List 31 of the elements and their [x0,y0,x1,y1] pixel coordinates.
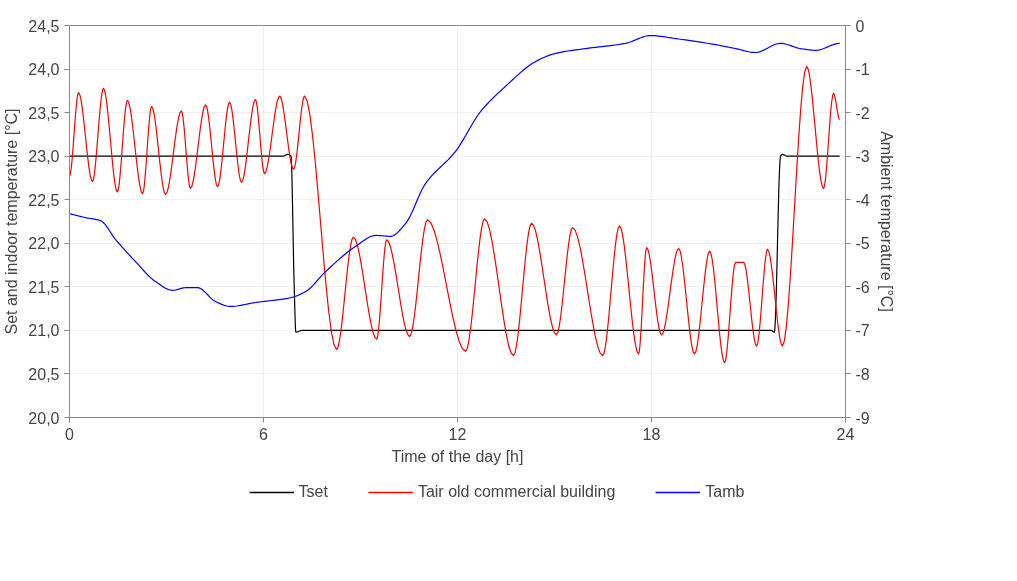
y-tick-label: 24,0 [28,61,60,79]
y-axis-title: Set and indoor temperature [°C] [3,108,21,335]
y-tick-label: 22,0 [28,235,60,253]
y2-tick-label: 0 [855,17,865,35]
y2-tick-label: -6 [855,278,870,296]
y-tick-label: 21,0 [28,322,60,340]
legend-label: Tamb [705,483,745,501]
legend-label: Tset [298,483,328,501]
x-tick-label: 0 [65,425,75,443]
y-tick-label: 24,5 [28,17,60,35]
x-tick-label: 12 [448,425,467,443]
x-tick-label: 6 [259,425,269,443]
y2-tick-label: -2 [855,104,870,122]
y2-tick-label: -3 [855,148,870,166]
y-tick-label: 21,5 [28,278,60,296]
y-tick-label: 20,5 [28,365,60,383]
y2-tick-label: -5 [855,235,870,253]
x-tick-label: 24 [836,425,855,443]
y2-tick-label: -9 [855,409,870,427]
y-tick-label: 22,5 [28,191,60,209]
legend-label: Tair old commercial building [417,483,616,501]
y2-tick-label: -1 [855,61,870,79]
y2-tick-label: -4 [855,191,870,209]
y-tick-label: 20,0 [28,409,60,427]
y-tick-label: 23,5 [28,104,60,122]
y2-axis-title: Ambient temperature [°C] [877,131,895,312]
y2-tick-label: -7 [855,322,870,340]
x-tick-label: 18 [642,425,661,443]
x-axis-title: Time of the day [h] [391,447,524,465]
y2-tick-label: -8 [855,365,870,383]
y-tick-label: 23,0 [28,148,60,166]
